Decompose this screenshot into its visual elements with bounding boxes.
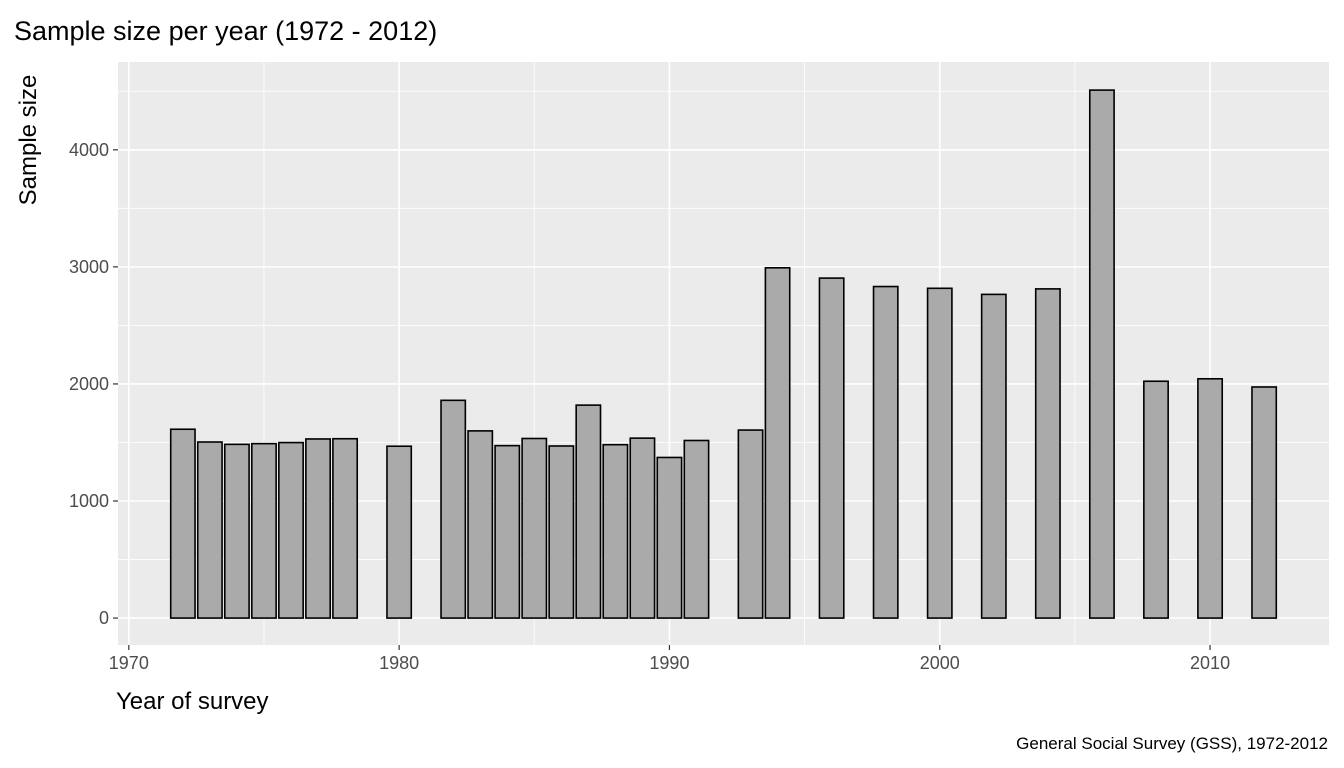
bar-2012 — [1251, 386, 1278, 619]
bar-2002 — [980, 293, 1007, 619]
x-tick-label: 2010 — [1190, 653, 1230, 673]
bar-1998 — [872, 285, 899, 619]
chart-title: Sample size per year (1972 - 2012) — [14, 16, 437, 46]
bar-1990 — [656, 456, 683, 619]
bar-2006 — [1088, 89, 1115, 619]
bar-2010 — [1197, 377, 1224, 619]
bar-1980 — [386, 445, 413, 619]
y-tick-label: 1000 — [69, 491, 109, 511]
bar-1996 — [818, 277, 845, 619]
y-tick-label: 0 — [99, 608, 109, 628]
bar-1982 — [440, 399, 467, 619]
bar-1974 — [223, 443, 250, 619]
bar-1977 — [305, 438, 331, 619]
bar-1988 — [602, 443, 629, 619]
x-tick-label: 1980 — [379, 653, 419, 673]
axes: 1970 1980 1990 2000 2010 0 1000 2000 3000 4000 — [69, 140, 1230, 673]
bar-1976 — [278, 441, 304, 619]
y-tick-label: 4000 — [69, 140, 109, 160]
bars — [169, 89, 1278, 619]
bar-1973 — [196, 441, 223, 619]
bar-1994 — [764, 267, 791, 619]
bar-1978 — [332, 437, 359, 619]
bar-1972 — [169, 428, 196, 619]
bar-1991 — [683, 439, 710, 619]
bar-1975 — [251, 442, 277, 619]
bar-1985 — [521, 437, 548, 619]
bar-2004 — [1034, 288, 1061, 619]
bar-1983 — [467, 430, 494, 619]
y-tick-label: 2000 — [69, 374, 109, 394]
bar-2008 — [1143, 380, 1169, 619]
x-tick-label: 2000 — [920, 653, 960, 673]
bar-1986 — [548, 445, 575, 619]
x-axis-title: Year of survey — [116, 688, 269, 715]
bar-1989 — [629, 437, 656, 619]
y-tick-label: 3000 — [69, 257, 109, 277]
y-axis-title: Sample size — [15, 75, 42, 206]
bar-1993 — [737, 429, 764, 619]
x-tick-label: 1970 — [109, 653, 149, 673]
x-tick-label: 1990 — [649, 653, 689, 673]
bar-1987 — [575, 404, 602, 619]
chart-caption: General Social Survey (GSS), 1972-2012 — [1016, 734, 1328, 753]
bar-1984 — [494, 444, 521, 619]
bar-2000 — [926, 287, 953, 619]
